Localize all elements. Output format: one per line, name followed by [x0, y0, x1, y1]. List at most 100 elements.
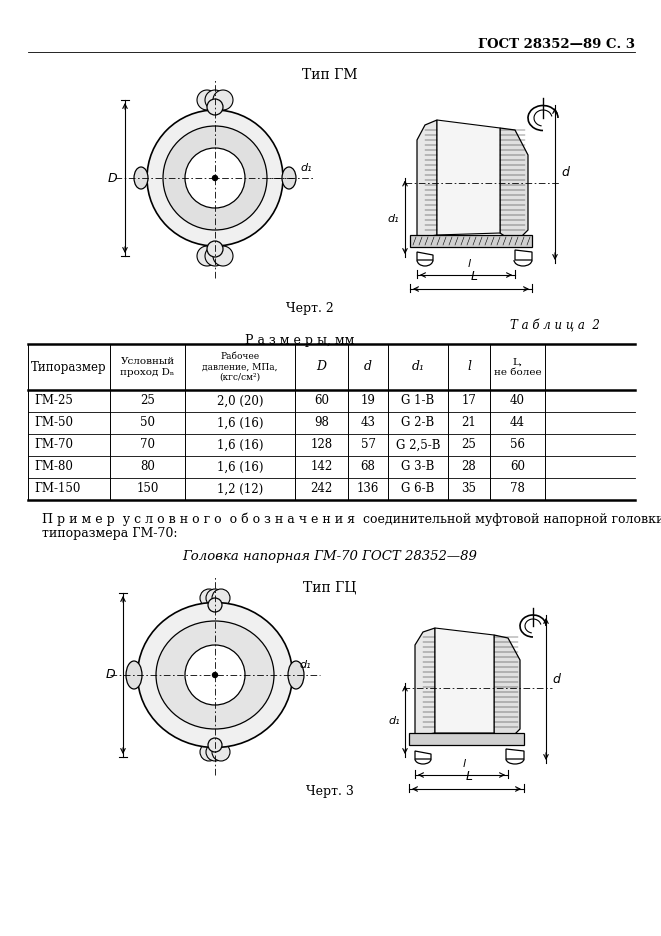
Polygon shape [494, 635, 520, 741]
Text: 78: 78 [510, 482, 525, 495]
Polygon shape [415, 628, 435, 743]
Text: 136: 136 [357, 482, 379, 495]
Circle shape [207, 99, 223, 115]
Text: d₁: d₁ [300, 163, 311, 173]
Text: 60: 60 [510, 461, 525, 474]
Text: d₁: d₁ [389, 716, 400, 726]
Polygon shape [500, 128, 528, 243]
Ellipse shape [137, 603, 293, 748]
Circle shape [207, 241, 223, 257]
Text: Р а з м е р ы, мм: Р а з м е р ы, мм [245, 334, 355, 347]
Text: Тип ГМ: Тип ГМ [302, 68, 358, 82]
Text: Черт. 2: Черт. 2 [286, 302, 334, 315]
Text: 1,2 (12): 1,2 (12) [217, 482, 263, 495]
Text: 44: 44 [510, 417, 525, 430]
Polygon shape [410, 235, 532, 247]
Text: G 3-В: G 3-В [401, 461, 435, 474]
Ellipse shape [134, 167, 148, 189]
Text: D: D [317, 360, 327, 373]
Text: 21: 21 [461, 417, 477, 430]
Circle shape [197, 246, 217, 266]
Circle shape [205, 246, 225, 266]
Text: 40: 40 [510, 394, 525, 407]
Text: Черт. 3: Черт. 3 [306, 785, 354, 798]
Text: ГМ-50: ГМ-50 [34, 417, 73, 430]
Text: Типоразмер: Типоразмер [31, 360, 107, 373]
Text: d₁: d₁ [299, 660, 311, 670]
Text: 70: 70 [140, 438, 155, 451]
Circle shape [212, 743, 230, 761]
Circle shape [206, 743, 224, 761]
Text: D: D [105, 668, 115, 681]
Circle shape [212, 672, 217, 678]
Ellipse shape [282, 167, 296, 189]
Text: Т а б л и ц а  2: Т а б л и ц а 2 [510, 319, 600, 332]
Text: 17: 17 [461, 394, 477, 407]
Circle shape [213, 246, 233, 266]
Text: Условный
проход Dₙ: Условный проход Dₙ [120, 358, 175, 376]
Text: l: l [467, 259, 471, 269]
Circle shape [185, 645, 245, 705]
Circle shape [200, 743, 218, 761]
Text: ГМ-25: ГМ-25 [34, 394, 73, 407]
Polygon shape [437, 120, 500, 235]
Circle shape [205, 90, 225, 110]
Text: 68: 68 [360, 461, 375, 474]
Ellipse shape [156, 621, 274, 729]
Polygon shape [409, 733, 524, 745]
Text: 1,6 (16): 1,6 (16) [217, 461, 263, 474]
Circle shape [185, 148, 245, 208]
Text: D: D [107, 171, 117, 184]
Text: 25: 25 [140, 394, 155, 407]
Text: типоразмера ГМ-70:: типоразмера ГМ-70: [42, 527, 178, 540]
Text: ГМ-70: ГМ-70 [34, 438, 73, 451]
Circle shape [212, 175, 217, 181]
Text: d₁: d₁ [412, 360, 424, 373]
Ellipse shape [126, 661, 142, 689]
Circle shape [208, 738, 222, 752]
Text: 50: 50 [140, 417, 155, 430]
Polygon shape [435, 628, 494, 733]
Text: Тип ГЦ: Тип ГЦ [303, 580, 357, 594]
Circle shape [206, 589, 224, 607]
Text: Рабочее
давление, МПа,
(кгс/см²): Рабочее давление, МПа, (кгс/см²) [202, 352, 278, 382]
Text: G 6-В: G 6-В [401, 482, 435, 495]
Circle shape [213, 90, 233, 110]
Text: 242: 242 [311, 482, 332, 495]
Text: d: d [552, 673, 560, 686]
Text: 60: 60 [314, 394, 329, 407]
Ellipse shape [288, 661, 304, 689]
Text: G 2,5-В: G 2,5-В [396, 438, 440, 451]
Text: L: L [471, 270, 477, 283]
Text: 2,0 (20): 2,0 (20) [217, 394, 263, 407]
Text: 19: 19 [360, 394, 375, 407]
Text: 43: 43 [360, 417, 375, 430]
Text: G 2-В: G 2-В [401, 417, 435, 430]
Text: ГМ-150: ГМ-150 [34, 482, 81, 495]
Text: L,
не более: L, не более [494, 358, 541, 376]
Text: 80: 80 [140, 461, 155, 474]
Polygon shape [417, 120, 437, 245]
Text: 1,6 (16): 1,6 (16) [217, 417, 263, 430]
Text: 98: 98 [314, 417, 329, 430]
Text: ГМ-80: ГМ-80 [34, 461, 73, 474]
Text: 1,6 (16): 1,6 (16) [217, 438, 263, 451]
Text: 25: 25 [461, 438, 477, 451]
Text: 28: 28 [461, 461, 477, 474]
Circle shape [197, 90, 217, 110]
Circle shape [163, 126, 267, 230]
Text: d₁: d₁ [387, 213, 399, 224]
Text: 56: 56 [510, 438, 525, 451]
Text: ГОСТ 28352—89 С. 3: ГОСТ 28352—89 С. 3 [478, 38, 635, 51]
Text: G 1-В: G 1-В [401, 394, 435, 407]
Text: l: l [463, 759, 466, 769]
Text: d: d [561, 166, 569, 179]
Text: 57: 57 [360, 438, 375, 451]
Text: П р и м е р  у с л о в н о г о  о б о з н а ч е н и я  соединительной муфтовой н: П р и м е р у с л о в н о г о о б о з н … [42, 512, 661, 525]
Text: 35: 35 [461, 482, 477, 495]
Text: d: d [364, 360, 372, 373]
Text: l: l [467, 360, 471, 373]
Circle shape [200, 589, 218, 607]
Text: 142: 142 [311, 461, 332, 474]
Circle shape [208, 598, 222, 612]
